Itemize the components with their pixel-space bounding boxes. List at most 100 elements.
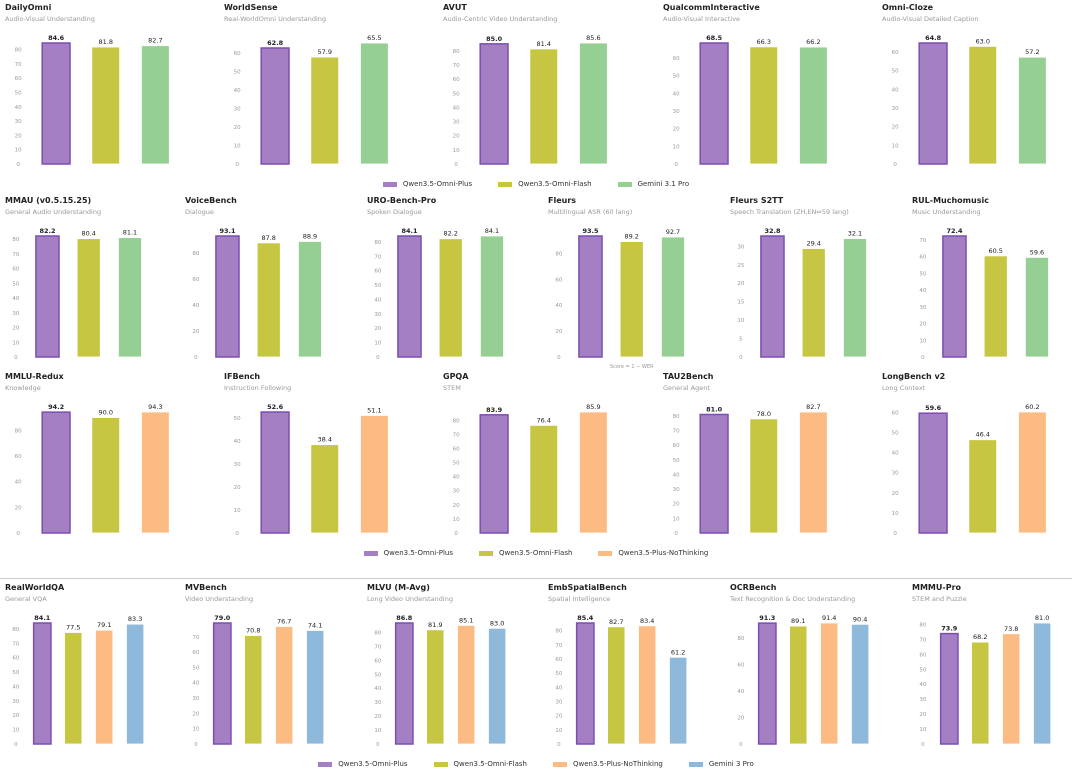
panel-title: OCRBench	[730, 583, 777, 592]
panel-title: EmbSpatialBench	[548, 583, 627, 592]
bar	[529, 48, 559, 165]
legend-item: Gemini 3.1 Pro	[617, 180, 689, 188]
panel-subtitle: Real-WorldOmni Understanding	[224, 15, 327, 23]
bar-value-label: 93.1	[219, 227, 236, 235]
bar	[1018, 411, 1047, 534]
panel-title: AVUT	[443, 3, 467, 12]
bar	[918, 412, 948, 534]
panel-title: VoiceBench	[185, 196, 237, 205]
y-tick-label: 30	[234, 107, 241, 113]
bar-value-label: 29.4	[806, 240, 820, 248]
bar-plot: 0 20 40 60 80 93.1 87.8 88.9	[192, 227, 322, 361]
y-tick-label: 60	[892, 50, 899, 56]
bar	[749, 418, 779, 534]
y-tick-label: 10	[15, 148, 22, 154]
bar	[968, 45, 998, 165]
y-tick-label: 80	[919, 622, 926, 628]
panel-subtitle: General Audio Understanding	[5, 208, 102, 216]
bar	[95, 629, 114, 745]
panel-title: MMAU (v0.5.15.25)	[5, 196, 92, 205]
bar-value-label: 68.2	[973, 633, 987, 641]
bar	[141, 45, 170, 165]
y-tick-label: 20	[15, 133, 22, 139]
bar-value-label: 81.1	[123, 229, 137, 237]
y-tick-label: 30	[673, 487, 680, 493]
y-tick-label: 40	[234, 88, 241, 94]
y-tick-label: 10	[673, 516, 680, 522]
y-tick-label: 30	[15, 119, 22, 125]
bar-value-label: 60.5	[988, 247, 1002, 255]
y-tick-label: 0	[921, 355, 925, 361]
legend-item: Qwen3.5-Omni-Plus	[363, 549, 453, 557]
y-tick-label: 0	[235, 531, 239, 537]
legend-label: Gemini 3 Pro	[708, 760, 754, 768]
bar-value-label: 76.7	[277, 618, 291, 626]
y-tick-label: 10	[374, 341, 381, 347]
y-tick-label: 40	[374, 686, 381, 692]
panel-subtitle: Long Context	[882, 384, 926, 392]
bar	[579, 411, 608, 534]
y-tick-label: 30	[892, 471, 899, 477]
bar	[757, 622, 777, 745]
bar-value-label: 52.6	[267, 403, 284, 411]
panel-title: RealWorldQA	[5, 583, 65, 592]
bar	[41, 411, 71, 534]
bar-value-label: 81.0	[1035, 614, 1049, 622]
bar	[310, 444, 340, 534]
bar-plot: 0 10 20 30 40 50 60 70 80 82.2 80.4 81.1	[12, 227, 142, 361]
y-tick-label: 40	[919, 682, 926, 688]
bar	[760, 235, 785, 358]
y-tick-label: 0	[16, 531, 20, 537]
bar	[360, 42, 389, 165]
y-tick-label: 10	[374, 728, 381, 734]
panel-subtitle: Audio-Visual Interactive	[663, 15, 741, 23]
bar-value-label: 78.0	[756, 410, 770, 418]
legend-item: Qwen3.5-Plus-NoThinking	[552, 760, 663, 768]
panel-subtitle: STEM and Puzzle	[912, 595, 967, 603]
y-tick-label: 20	[892, 491, 899, 497]
bar-value-label: 82.2	[39, 227, 55, 235]
bar	[607, 626, 626, 745]
bar	[983, 255, 1008, 358]
legend-swatch	[598, 550, 613, 556]
panel-title: MMMU-Pro	[912, 583, 962, 592]
y-tick-label: 10	[192, 727, 199, 733]
bar-value-label: 90.4	[853, 615, 867, 623]
bar	[749, 46, 779, 165]
y-tick-label: 20	[673, 127, 680, 133]
bar-value-label: 85.9	[586, 403, 600, 411]
bar	[397, 235, 422, 358]
y-tick-label: 0	[14, 742, 18, 748]
legend-label: Qwen3.5-Omni-Flash	[499, 549, 573, 557]
y-tick-label: 40	[453, 105, 460, 111]
bar	[76, 238, 101, 358]
y-tick-label: 80	[12, 237, 19, 243]
bar	[141, 411, 170, 534]
y-tick-label: 40	[555, 303, 562, 309]
y-tick-label: 50	[892, 69, 899, 75]
bar	[360, 415, 389, 534]
bar-plot: 0 10 20 30 40 50 60 70 80 85.4 82.7 83.4 61.2	[555, 614, 688, 748]
y-tick-label: 50	[374, 672, 381, 678]
y-tick-label: 70	[453, 63, 460, 69]
bar-plot: 0 10 20 30 40 50 60 70 80 84.1 82.2 84.1	[374, 227, 504, 361]
bar	[260, 47, 290, 165]
y-tick-label: 20	[453, 503, 460, 509]
y-tick-label: 0	[557, 742, 561, 748]
panel-title: IFBench	[224, 372, 261, 381]
y-tick-label: 10	[12, 340, 19, 346]
y-tick-label: 70	[15, 62, 22, 68]
bar	[479, 414, 509, 534]
panel-subtitle: Dialogue	[185, 208, 214, 216]
y-tick-label: 0	[376, 355, 380, 361]
bar	[918, 42, 948, 165]
bar-value-label: 81.8	[98, 38, 112, 46]
panel-title: Omni-Cloze	[882, 3, 934, 12]
y-tick-label: 10	[919, 338, 926, 344]
y-tick-label: 10	[673, 144, 680, 150]
bar-plot: 0 10 20 30 40 50 60 62.8 57.9 65.5	[234, 34, 389, 168]
bar-value-label: 73.8	[1004, 625, 1018, 633]
legend-item: Qwen3.5-Omni-Plus	[382, 180, 472, 188]
bar-value-label: 83.4	[640, 617, 654, 625]
bar-plot: 0 10 20 30 40 50 60 59.6 46.4 60.2	[892, 403, 1047, 537]
